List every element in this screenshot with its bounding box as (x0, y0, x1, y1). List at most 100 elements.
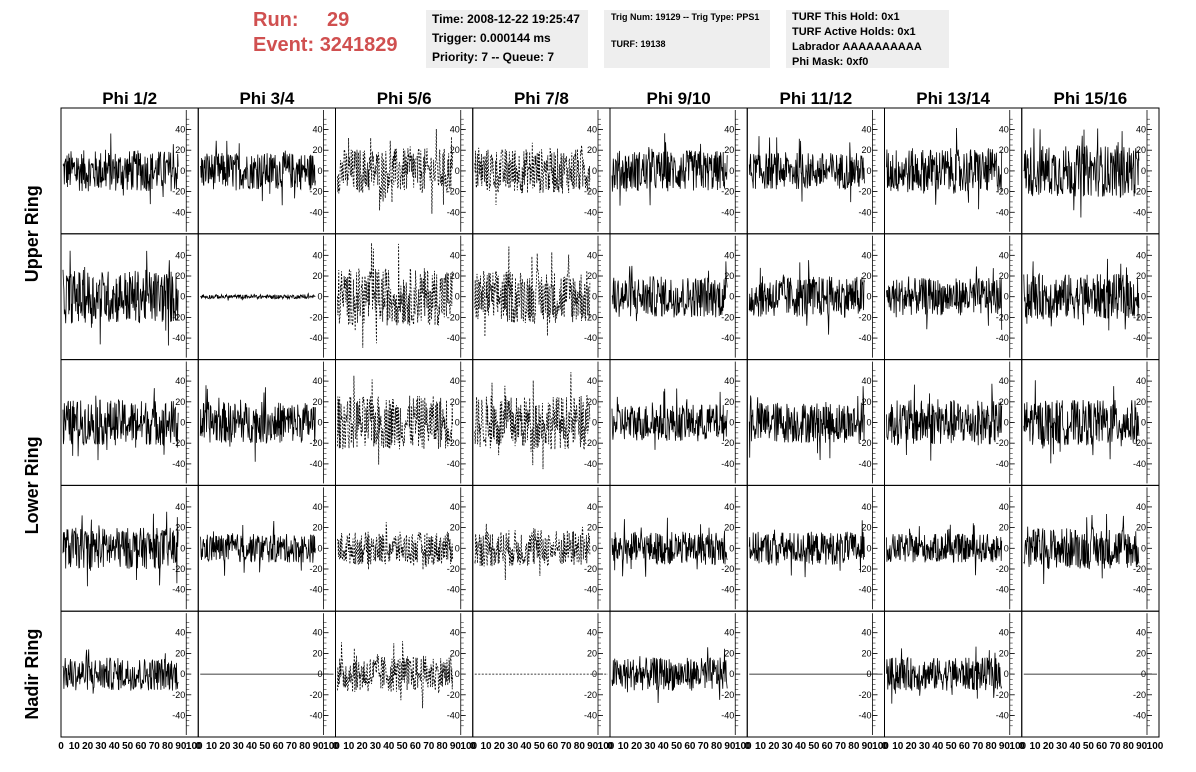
waveform-panel-r2-c6: -40 -20 0 20 40 (746, 233, 885, 361)
y-tick-label: -40 (447, 207, 460, 217)
event-line: Event: 3241829 (253, 33, 398, 58)
waveform-line (62, 250, 179, 346)
y-tick-label: 0 (1004, 166, 1009, 176)
y-tick-label: 20 (450, 271, 460, 281)
waveform-panel-r2-c8: -40 -20 0 20 40 (1021, 233, 1160, 361)
run-value: 29 (327, 9, 350, 31)
waveform-line (748, 136, 865, 203)
column-header-3: Phi 5/6 (377, 89, 432, 108)
waveform-line (337, 128, 454, 214)
x-tick-label: 0 (470, 741, 476, 752)
y-tick-label: -20 (996, 564, 1009, 574)
row-label-3: Nadir Ring (22, 629, 42, 720)
y-tick-label: 40 (450, 502, 460, 512)
y-tick-label: 40 (1136, 628, 1146, 638)
y-tick-label: 20 (1136, 397, 1146, 407)
waveform-line (199, 140, 316, 206)
y-tick-label: 40 (175, 125, 185, 135)
row-label-2: Lower Ring (22, 436, 42, 534)
y-tick-label: -40 (996, 585, 1009, 595)
waveform-panel-r5-c1: -40 -20 0 20 40 (60, 610, 199, 738)
y-tick-label: 20 (999, 397, 1009, 407)
y-tick-label: 40 (999, 376, 1009, 386)
y-tick-label: 40 (999, 125, 1009, 135)
x-tick-label: 0 (607, 741, 613, 752)
waveform-panel-r4-c1: -40 -20 0 20 40 (60, 484, 199, 612)
y-tick-label: 0 (1004, 418, 1009, 428)
x-tick-label: 30 (95, 741, 107, 752)
waveform-panel-r3-c8: -40 -20 0 20 40 (1021, 359, 1160, 486)
y-tick-label: 40 (1136, 125, 1146, 135)
y-tick-label: 20 (450, 397, 460, 407)
x-tick-label: 60 (135, 741, 147, 752)
y-tick-label: 0 (1004, 292, 1009, 302)
x-tick-label: 70 (149, 741, 161, 752)
y-tick-label: 20 (724, 648, 734, 658)
y-tick-label: 40 (861, 628, 871, 638)
x-tick-label: 50 (122, 741, 134, 752)
x-tick-label: 0 (333, 741, 339, 752)
y-tick-label: 40 (175, 250, 185, 260)
y-tick-label: 0 (592, 166, 597, 176)
y-tick-label: -20 (309, 438, 322, 448)
waveform-line (886, 127, 1003, 210)
y-tick-label: -40 (996, 207, 1009, 217)
x-tick-label: 100 (323, 741, 340, 752)
waveform-line (337, 522, 454, 570)
y-tick-label: 40 (861, 502, 871, 512)
x-tick-label: 100 (872, 741, 889, 752)
y-tick-label: -40 (721, 585, 734, 595)
y-tick-label: -20 (721, 312, 734, 322)
y-tick-label: -40 (172, 333, 185, 343)
y-tick-label: 20 (861, 145, 871, 155)
event-value: 3241829 (319, 34, 398, 56)
waveform-panel-r3-c5: -40 -20 0 20 40 (609, 359, 748, 486)
waveform-line (1023, 128, 1140, 218)
trig-num-text: Trig Num: 19129 -- Trig Type: PPS1 (611, 12, 760, 22)
x-tick-label: 50 (1083, 741, 1095, 752)
y-tick-label: -20 (721, 564, 734, 574)
y-tick-label: 20 (1136, 271, 1146, 281)
y-tick-label: 40 (1136, 250, 1146, 260)
y-tick-label: 20 (861, 397, 871, 407)
x-tick-label: 90 (862, 741, 874, 752)
x-tick-label: 0 (58, 741, 64, 752)
y-tick-label: -40 (1133, 585, 1146, 595)
x-tick-label: 20 (494, 741, 506, 752)
y-tick-label: 20 (450, 145, 460, 155)
y-tick-label: 20 (312, 145, 322, 155)
y-tick-label: 0 (1141, 292, 1146, 302)
y-tick-label: 20 (587, 397, 597, 407)
turf-active-holds-text: TURF Active Holds: 0x1 (792, 26, 916, 38)
waveform-panel-r1-c3: -40 -20 0 20 40 (335, 107, 474, 235)
x-tick-label: 80 (437, 741, 449, 752)
waveform-line (886, 523, 1003, 576)
waveform-line (1023, 380, 1140, 464)
y-tick-label: -40 (1133, 207, 1146, 217)
waveform-line (337, 242, 454, 348)
waveform-line (1023, 258, 1140, 331)
waveform-line (200, 292, 316, 301)
column-header-7: Phi 13/14 (916, 89, 990, 108)
y-tick-label: -20 (996, 690, 1009, 700)
x-tick-label: 50 (259, 741, 271, 752)
y-tick-label: 0 (866, 292, 871, 302)
x-tick-label: 20 (357, 741, 369, 752)
y-tick-label: 40 (724, 376, 734, 386)
x-tick-label: 50 (808, 741, 820, 752)
y-tick-label: 0 (180, 418, 185, 428)
y-tick-label: 20 (1136, 648, 1146, 658)
waveform-line (62, 388, 179, 461)
y-tick-label: 20 (175, 271, 185, 281)
trig-panel: Trig Num: 19129 -- Trig Type: PPS1 TURF:… (604, 10, 770, 68)
y-tick-label: 20 (587, 145, 597, 155)
y-tick-label: -40 (309, 207, 322, 217)
x-tick-label: 30 (1056, 741, 1068, 752)
y-tick-label: -40 (584, 333, 597, 343)
y-tick-label: -20 (858, 312, 871, 322)
x-tick-label: 40 (520, 741, 532, 752)
waveform-panel-r4-c2: -40 -20 0 20 40 (197, 484, 336, 612)
waveform-line (62, 511, 179, 587)
waveform-panel-r4-c7: -40 -20 0 20 40 (884, 484, 1023, 612)
